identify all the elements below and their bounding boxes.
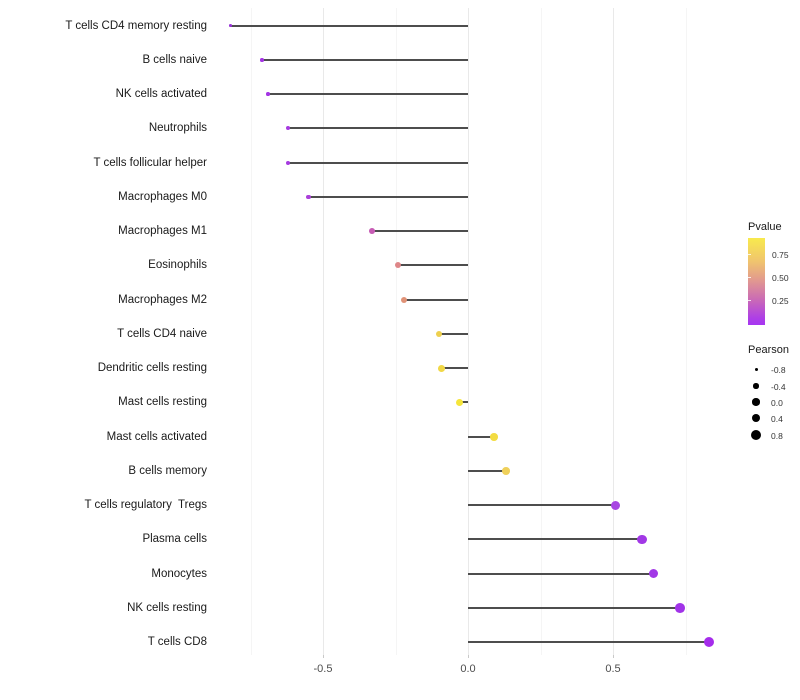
lollipop-dot — [438, 364, 446, 372]
lollipop-stick — [468, 504, 616, 507]
pearson-size-legend-dot — [751, 430, 761, 440]
lollipop-stick — [459, 401, 468, 404]
lollipop-stick — [468, 435, 495, 438]
lollipop-dot — [266, 92, 270, 96]
category-label: Monocytes — [151, 567, 207, 580]
category-label: T cells CD4 naive — [117, 327, 207, 340]
category-label: T cells regulatory Tregs — [84, 499, 207, 512]
gridline-minor — [250, 8, 252, 655]
x-axis-tickmark — [613, 655, 614, 658]
lollipop-dot — [637, 534, 647, 545]
category-label: NK cells activated — [115, 88, 207, 101]
lollipop-stick — [439, 332, 468, 335]
lollipop-dot — [228, 24, 232, 28]
lollipop-stick — [468, 469, 506, 472]
category-label: Macrophages M1 — [118, 225, 207, 238]
plot-panel — [205, 8, 732, 658]
gridline-major — [323, 8, 324, 655]
lollipop-stick — [398, 264, 468, 267]
lollipop-dot — [703, 637, 714, 648]
lollipop-dot — [306, 194, 311, 200]
pvalue-colorbar-tick-label: 0.75 — [772, 250, 789, 260]
category-label: B cells memory — [128, 464, 207, 477]
category-label: Neutrophils — [148, 122, 207, 135]
pearson-size-legend-label: -0.4 — [771, 382, 786, 392]
lollipop-dot — [455, 398, 463, 407]
category-label: Plasma cells — [142, 533, 207, 546]
lollipop-dot — [435, 330, 443, 338]
pearson-size-legend-label: -0.8 — [771, 365, 786, 375]
pvalue-colorbar-tick-label: 0.25 — [772, 296, 789, 306]
gridline-minor — [395, 8, 397, 655]
pearson-size-legend-label: 0.4 — [771, 414, 783, 424]
lollipop-stick — [288, 127, 468, 130]
gridline-minor — [685, 8, 687, 655]
pvalue-colorbar-notch — [748, 277, 751, 278]
x-axis-tickmark — [468, 655, 469, 658]
lollipop-stick — [308, 195, 468, 198]
lollipop-stick — [288, 161, 468, 164]
pearson-legend-title: Pearson — [748, 344, 789, 356]
category-label: T cells follicular helper — [93, 156, 207, 169]
lollipop-stick — [372, 230, 468, 233]
lollipop-stick — [230, 24, 468, 27]
gridline-major — [613, 8, 614, 655]
category-label: Macrophages M0 — [118, 190, 207, 203]
pearson-size-legend-label: 0.0 — [771, 398, 783, 408]
gridline-major — [468, 8, 469, 655]
x-tick-label: 0.5 — [605, 663, 621, 675]
pvalue-colorbar: 0.75 0.50 0.25 — [748, 238, 789, 325]
pvalue-colorbar-gradient — [748, 238, 765, 325]
lollipop-dot — [611, 500, 621, 510]
lollipop-stick — [404, 298, 468, 301]
pvalue-colorbar-notch — [748, 300, 751, 301]
pearson-size-legend-label: 0.8 — [771, 431, 783, 441]
lollipop-dot — [395, 262, 402, 269]
lollipop-dot — [286, 160, 291, 165]
category-label: NK cells resting — [127, 601, 207, 614]
x-tick-label: 0.0 — [460, 663, 476, 675]
lollipop-stick — [441, 367, 468, 370]
x-axis-tickmark — [323, 655, 324, 658]
lollipop-dot — [260, 58, 264, 62]
category-label: Eosinophils — [148, 259, 207, 272]
lollipop-stick — [262, 58, 468, 61]
lollipop-dot — [401, 296, 408, 303]
lollipop-stick — [468, 572, 654, 575]
lollipop-stick — [468, 606, 680, 609]
lollipop-dot — [490, 432, 498, 441]
category-label: T cells CD4 memory resting — [65, 19, 207, 32]
lollipop-dot — [369, 228, 376, 235]
lollipop-stick — [267, 93, 468, 96]
lollipop-dot — [674, 603, 685, 613]
category-label: T cells CD8 — [147, 636, 207, 649]
x-tick-label: -0.5 — [313, 663, 333, 675]
category-label: Macrophages M2 — [118, 293, 207, 306]
pearson-size-legend-dot — [751, 413, 761, 423]
pvalue-colorbar-tick-label: 0.50 — [772, 273, 789, 283]
lollipop-stick — [468, 538, 642, 541]
pearson-size-legend-dot — [752, 398, 760, 406]
category-label: Mast cells resting — [118, 396, 207, 409]
lollipop-stick — [468, 641, 709, 644]
category-label: Dendritic cells resting — [97, 362, 207, 375]
gridline-minor — [540, 8, 542, 655]
pearson-size-legend-dot — [753, 383, 759, 389]
category-label: Mast cells activated — [106, 430, 207, 443]
lollipop-dot — [648, 568, 659, 579]
pvalue-colorbar-notch — [748, 254, 751, 255]
pvalue-legend-title: Pvalue — [748, 221, 782, 233]
lollipop-dot — [501, 467, 510, 475]
category-label: B cells naive — [142, 53, 207, 66]
pearson-size-legend-dot — [754, 367, 758, 371]
lollipop-dot — [286, 126, 291, 131]
